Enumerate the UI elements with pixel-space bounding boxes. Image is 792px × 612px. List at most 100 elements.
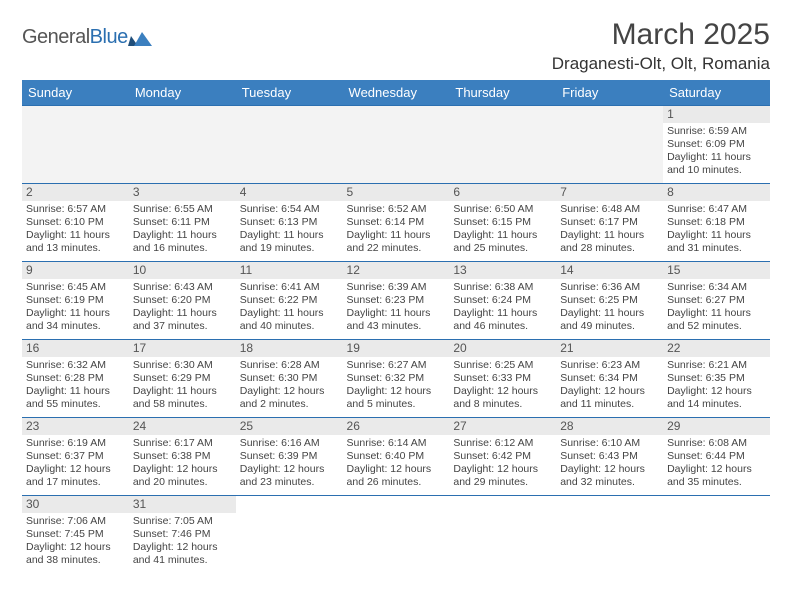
sunrise-text: Sunrise: 6:41 AM — [240, 281, 339, 294]
calendar-cell: 15Sunrise: 6:34 AMSunset: 6:27 PMDayligh… — [663, 262, 770, 340]
day-number: 19 — [343, 340, 450, 357]
calendar-cell: 3Sunrise: 6:55 AMSunset: 6:11 PMDaylight… — [129, 184, 236, 262]
sunset-text: Sunset: 6:19 PM — [26, 294, 125, 307]
brand-logo: GeneralBlue — [22, 26, 154, 49]
daylight-text: Daylight: 12 hours and 41 minutes. — [133, 541, 232, 567]
calendar-cell: 24Sunrise: 6:17 AMSunset: 6:38 PMDayligh… — [129, 418, 236, 496]
sunrise-text: Sunrise: 6:52 AM — [347, 203, 446, 216]
sunset-text: Sunset: 6:33 PM — [453, 372, 552, 385]
sunrise-text: Sunrise: 6:12 AM — [453, 437, 552, 450]
sunset-text: Sunset: 6:42 PM — [453, 450, 552, 463]
daylight-text: Daylight: 11 hours and 40 minutes. — [240, 307, 339, 333]
sunset-text: Sunset: 6:24 PM — [453, 294, 552, 307]
daylight-text: Daylight: 11 hours and 31 minutes. — [667, 229, 766, 255]
daylight-text: Daylight: 12 hours and 2 minutes. — [240, 385, 339, 411]
sunset-text: Sunset: 6:22 PM — [240, 294, 339, 307]
calendar-cell: 1Sunrise: 6:59 AMSunset: 6:09 PMDaylight… — [663, 106, 770, 184]
weekday-header: Friday — [556, 80, 663, 106]
day-number: 6 — [449, 184, 556, 201]
calendar-cell: 4Sunrise: 6:54 AMSunset: 6:13 PMDaylight… — [236, 184, 343, 262]
daylight-text: Daylight: 11 hours and 55 minutes. — [26, 385, 125, 411]
daylight-text: Daylight: 11 hours and 16 minutes. — [133, 229, 232, 255]
sunrise-text: Sunrise: 6:25 AM — [453, 359, 552, 372]
sunrise-text: Sunrise: 6:45 AM — [26, 281, 125, 294]
flag-icon — [128, 30, 154, 48]
day-number: 2 — [22, 184, 129, 201]
day-number: 4 — [236, 184, 343, 201]
day-number: 22 — [663, 340, 770, 357]
calendar-cell — [556, 106, 663, 184]
daylight-text: Daylight: 12 hours and 32 minutes. — [560, 463, 659, 489]
sunrise-text: Sunrise: 6:39 AM — [347, 281, 446, 294]
calendar-cell: 17Sunrise: 6:30 AMSunset: 6:29 PMDayligh… — [129, 340, 236, 418]
calendar-cell — [343, 106, 450, 184]
day-number: 30 — [22, 496, 129, 513]
daylight-text: Daylight: 12 hours and 26 minutes. — [347, 463, 446, 489]
month-title: March 2025 — [552, 18, 770, 52]
sunrise-text: Sunrise: 6:21 AM — [667, 359, 766, 372]
sunrise-text: Sunrise: 6:30 AM — [133, 359, 232, 372]
sunset-text: Sunset: 7:46 PM — [133, 528, 232, 541]
sunrise-text: Sunrise: 7:06 AM — [26, 515, 125, 528]
calendar-cell: 14Sunrise: 6:36 AMSunset: 6:25 PMDayligh… — [556, 262, 663, 340]
sunset-text: Sunset: 6:10 PM — [26, 216, 125, 229]
sunset-text: Sunset: 6:34 PM — [560, 372, 659, 385]
day-number: 5 — [343, 184, 450, 201]
brand-name-b: Blue — [90, 26, 128, 48]
daylight-text: Daylight: 11 hours and 58 minutes. — [133, 385, 232, 411]
day-number: 12 — [343, 262, 450, 279]
day-number: 3 — [129, 184, 236, 201]
sunrise-text: Sunrise: 6:10 AM — [560, 437, 659, 450]
day-number: 23 — [22, 418, 129, 435]
sunrise-text: Sunrise: 6:59 AM — [667, 125, 766, 138]
sunrise-text: Sunrise: 6:43 AM — [133, 281, 232, 294]
daylight-text: Daylight: 12 hours and 29 minutes. — [453, 463, 552, 489]
calendar-cell: 8Sunrise: 6:47 AMSunset: 6:18 PMDaylight… — [663, 184, 770, 262]
calendar-cell: 23Sunrise: 6:19 AMSunset: 6:37 PMDayligh… — [22, 418, 129, 496]
calendar-cell: 25Sunrise: 6:16 AMSunset: 6:39 PMDayligh… — [236, 418, 343, 496]
weekday-header: Tuesday — [236, 80, 343, 106]
sunset-text: Sunset: 6:29 PM — [133, 372, 232, 385]
sunrise-text: Sunrise: 6:08 AM — [667, 437, 766, 450]
day-number: 27 — [449, 418, 556, 435]
brand-name: GeneralBlue — [22, 26, 128, 49]
sunrise-text: Sunrise: 6:57 AM — [26, 203, 125, 216]
sunrise-text: Sunrise: 6:34 AM — [667, 281, 766, 294]
day-number: 16 — [22, 340, 129, 357]
day-number: 31 — [129, 496, 236, 513]
location: Draganesti-Olt, Olt, Romania — [552, 54, 770, 74]
sunset-text: Sunset: 6:43 PM — [560, 450, 659, 463]
sunset-text: Sunset: 6:25 PM — [560, 294, 659, 307]
brand-name-a: General — [22, 26, 90, 48]
calendar-cell: 29Sunrise: 6:08 AMSunset: 6:44 PMDayligh… — [663, 418, 770, 496]
daylight-text: Daylight: 11 hours and 37 minutes. — [133, 307, 232, 333]
calendar-cell: 27 Sunrise: 6:12 AMSunset: 6:42 PMDayligh… — [449, 418, 556, 496]
calendar-row: 1Sunrise: 6:59 AMSunset: 6:09 PMDaylight… — [22, 106, 770, 184]
daylight-text: Daylight: 11 hours and 13 minutes. — [26, 229, 125, 255]
day-number: 24 — [129, 418, 236, 435]
calendar-cell: 30Sunrise: 7:06 AMSunset: 7:45 PMDayligh… — [22, 496, 129, 574]
day-number: 11 — [236, 262, 343, 279]
daylight-text: Daylight: 11 hours and 52 minutes. — [667, 307, 766, 333]
sunset-text: Sunset: 6:13 PM — [240, 216, 339, 229]
calendar-cell: 12Sunrise: 6:39 AMSunset: 6:23 PMDayligh… — [343, 262, 450, 340]
sunrise-text: Sunrise: 6:23 AM — [560, 359, 659, 372]
weekday-header: Monday — [129, 80, 236, 106]
sunset-text: Sunset: 6:14 PM — [347, 216, 446, 229]
weekday-header: Saturday — [663, 80, 770, 106]
sunset-text: Sunset: 6:39 PM — [240, 450, 339, 463]
daylight-text: Daylight: 12 hours and 17 minutes. — [26, 463, 125, 489]
calendar-cell — [449, 496, 556, 574]
day-number: 7 — [556, 184, 663, 201]
daylight-text: Daylight: 11 hours and 28 minutes. — [560, 229, 659, 255]
title-block: March 2025 Draganesti-Olt, Olt, Romania — [552, 18, 770, 74]
sunset-text: Sunset: 6:44 PM — [667, 450, 766, 463]
sunset-text: Sunset: 6:30 PM — [240, 372, 339, 385]
day-number: 13 — [449, 262, 556, 279]
sunrise-text: Sunrise: 7:05 AM — [133, 515, 232, 528]
sunrise-text: Sunrise: 6:47 AM — [667, 203, 766, 216]
day-number: 9 — [22, 262, 129, 279]
calendar-row: 2Sunrise: 6:57 AMSunset: 6:10 PMDaylight… — [22, 184, 770, 262]
day-number: 15 — [663, 262, 770, 279]
daylight-text: Daylight: 11 hours and 10 minutes. — [667, 151, 766, 177]
